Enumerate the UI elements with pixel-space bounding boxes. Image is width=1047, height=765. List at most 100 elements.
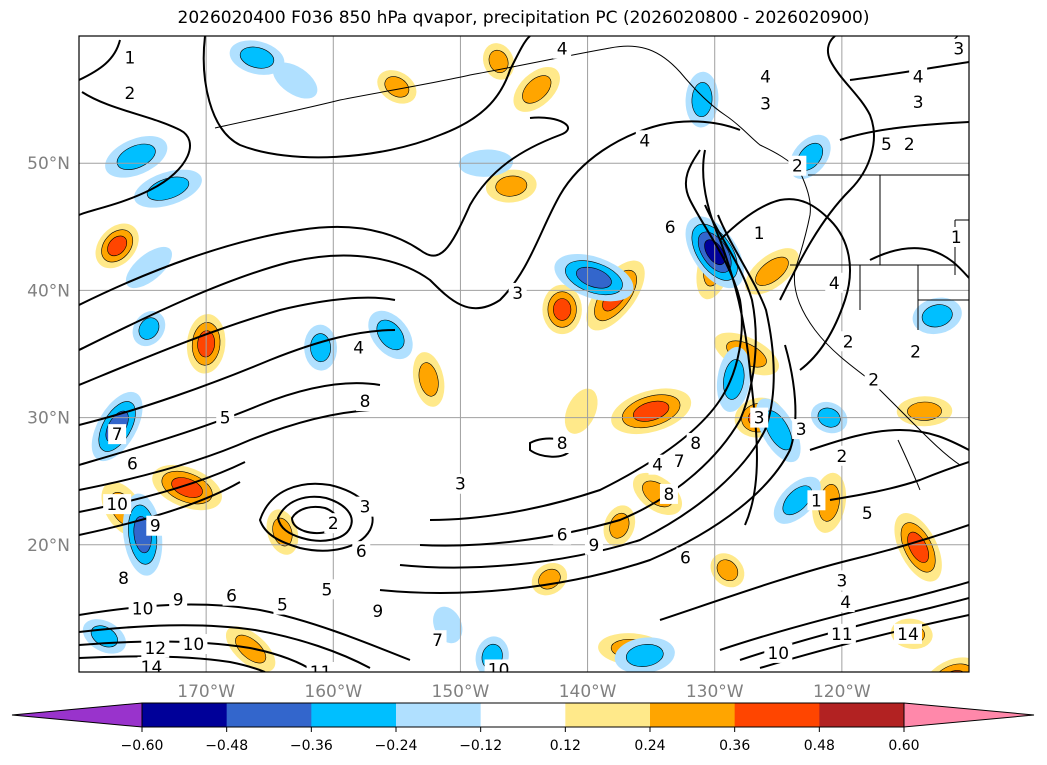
precip-fill-level: [107, 235, 128, 257]
precip-anomaly-blob: [716, 346, 751, 413]
contour-label: 2: [328, 514, 339, 534]
precip-anomaly-blob: [554, 254, 634, 302]
contour-label: 8: [557, 434, 568, 454]
contour-label: 9: [173, 590, 184, 610]
colorbar-segment: [226, 703, 312, 727]
contour-line: [719, 198, 851, 371]
colorbar-segment: [311, 703, 397, 727]
contour-label: 2: [836, 447, 847, 467]
colorbar-tick-label: −0.12: [459, 738, 502, 754]
contour-label: 6: [680, 549, 691, 569]
contour-label-bg: [832, 570, 851, 591]
contour-label: 2: [910, 342, 921, 362]
contour-label: 1: [754, 224, 765, 244]
contour-label-bg: [792, 419, 811, 440]
contour-label-bg: [179, 634, 208, 655]
map-frame: [78, 35, 970, 673]
contour-label: 2: [904, 135, 915, 155]
contour-label-bg: [368, 600, 387, 621]
contour-label: 4: [913, 68, 924, 88]
lon-tick-label: 120°W: [813, 682, 871, 702]
precip-anomaly-blob: [368, 310, 413, 360]
contour-line: [659, 524, 969, 621]
precip-anomaly-blob: [482, 43, 515, 80]
contour-label: 8: [360, 392, 371, 412]
precip-fill-level: [755, 256, 789, 286]
contour-label-bg: [836, 592, 855, 613]
contour-label-bg: [553, 38, 572, 59]
colorbar-tick-label: −0.60: [121, 738, 164, 754]
precip-anomaly-blob: [710, 553, 745, 588]
precip-anomaly-blob: [122, 493, 163, 576]
chart-title: 2026020400 F036 850 hPa qvapor, precipit…: [177, 8, 870, 28]
precip-anomaly-blob: [412, 352, 445, 407]
contour-label-bg: [832, 445, 851, 466]
contour-label: 12: [144, 639, 166, 659]
precip-anomaly-blob: [614, 637, 675, 672]
precip-anomaly-blob: [272, 62, 318, 99]
contour-label: 14: [141, 658, 163, 678]
precip-anomaly-blob: [922, 657, 969, 672]
precip-fill-level: [488, 49, 509, 73]
contour-label: 5: [220, 409, 231, 429]
precip-fill-level: [576, 266, 612, 289]
contour-label-bg: [858, 503, 877, 523]
precip-anomaly-blob: [229, 40, 285, 75]
contour-line: [702, 149, 758, 526]
colorbar-tick-label: −0.24: [375, 738, 418, 754]
lon-tick-label: 140°W: [559, 682, 617, 702]
contour-label: 4: [639, 131, 650, 151]
lon-tick-label: 160°W: [304, 682, 362, 702]
contour-label: 2: [792, 157, 803, 177]
contour-label: 6: [226, 587, 237, 607]
precip-fill-level: [716, 559, 739, 582]
colorbar-tick-label: 0.36: [719, 738, 750, 754]
contour-label-bg: [756, 66, 775, 87]
contour-label-bg: [807, 490, 826, 511]
contour-line: [79, 640, 316, 672]
colorbar-segment: [142, 703, 228, 727]
contour-label-bg: [949, 38, 968, 59]
contour-label: 6: [127, 454, 138, 474]
coastline-baja: [897, 439, 921, 491]
contour-label: 3: [754, 409, 765, 429]
contour-label-bg: [222, 585, 241, 606]
contour-line: [79, 382, 381, 466]
contour-line: [79, 481, 241, 536]
contour-label-bg: [877, 134, 896, 155]
contour-label: 7: [432, 631, 443, 651]
colorbar-extend-low: [11, 702, 143, 728]
contour-label-bg: [906, 341, 925, 362]
coastline-layer: [214, 45, 969, 491]
contour-label: 3: [953, 40, 964, 60]
precip-anomaly-blob: [894, 513, 942, 582]
contour-label: 3: [836, 571, 847, 591]
precip-anomaly-blob: [485, 169, 537, 203]
contour-label-bg: [169, 589, 188, 610]
contour-label-bg: [584, 534, 603, 555]
contour-label: 1: [811, 491, 822, 511]
precip-anomaly-blob: [896, 396, 953, 427]
contour-label: 2: [124, 84, 135, 104]
contour-label-bg: [484, 659, 513, 672]
contour-label: 7: [674, 452, 685, 472]
precip-anomaly-blob: [773, 476, 821, 524]
contour-line: [79, 461, 246, 513]
state-borders: [790, 175, 969, 330]
contour-label-bg: [146, 515, 165, 536]
contour-label-bg: [900, 134, 919, 155]
contour-label-bg: [451, 473, 470, 494]
colorbar-tick-label: −0.48: [205, 738, 248, 754]
colorbar-tick-label: 0.24: [634, 738, 665, 754]
contour-label: 6: [557, 526, 568, 546]
precip-fill-level: [239, 46, 275, 69]
coastline-alaska: [214, 45, 961, 466]
contour-label: 10: [183, 635, 205, 655]
axis-tick-labels: 170°W 160°W 150°W 140°W 130°W 120°W 20°N 30°N 40…: [27, 154, 871, 702]
contour-label: 8: [118, 569, 129, 589]
precip-anomaly-blob: [377, 70, 417, 104]
contour-label-bg: [428, 630, 447, 651]
